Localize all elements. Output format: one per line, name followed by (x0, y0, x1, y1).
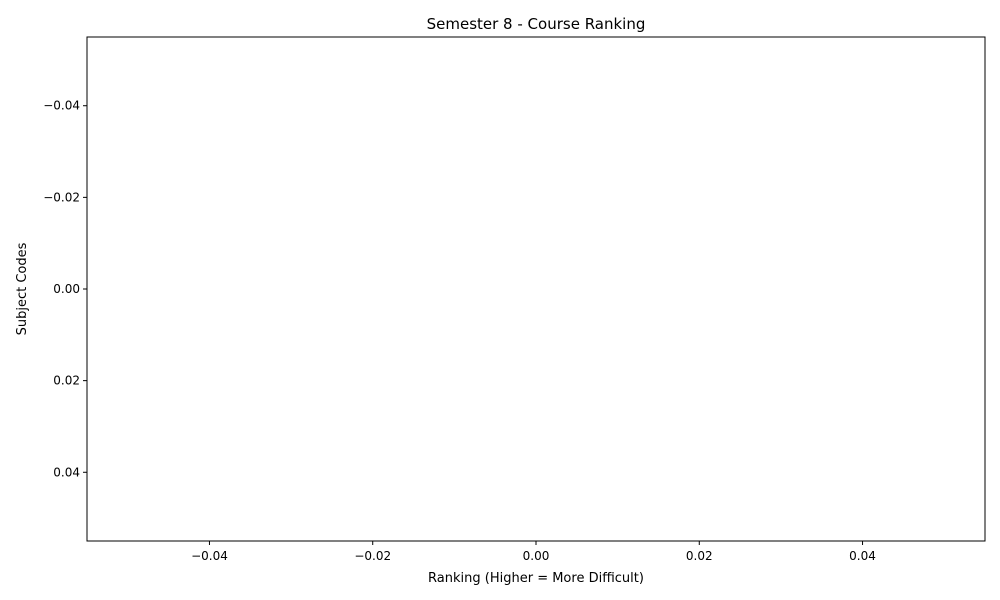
x-tick-label: −0.04 (191, 549, 228, 563)
plot-frame (86, 36, 986, 542)
x-tick-label: −0.02 (354, 549, 391, 563)
x-tick-label: 0.04 (849, 549, 876, 563)
x-axis-label: Ranking (Higher = More Difficult) (428, 571, 644, 586)
y-tick-label: 0.04 (53, 465, 80, 479)
y-tick-label: 0.02 (53, 374, 80, 388)
y-tick-label: 0.00 (53, 282, 80, 296)
x-axis-ticks: −0.04 −0.02 0.00 0.02 0.04 (191, 541, 876, 563)
x-tick-label: 0.02 (686, 549, 713, 563)
x-tick-label: 0.00 (523, 549, 550, 563)
y-axis-ticks: −0.04 −0.02 0.00 0.02 0.04 (43, 99, 87, 479)
y-tick-label: −0.02 (43, 190, 80, 204)
y-axis-label: Subject Codes (15, 242, 30, 335)
chart-title: Semester 8 - Course Ranking (427, 15, 646, 33)
plot-background (87, 37, 985, 541)
y-tick-label: −0.04 (43, 99, 80, 113)
